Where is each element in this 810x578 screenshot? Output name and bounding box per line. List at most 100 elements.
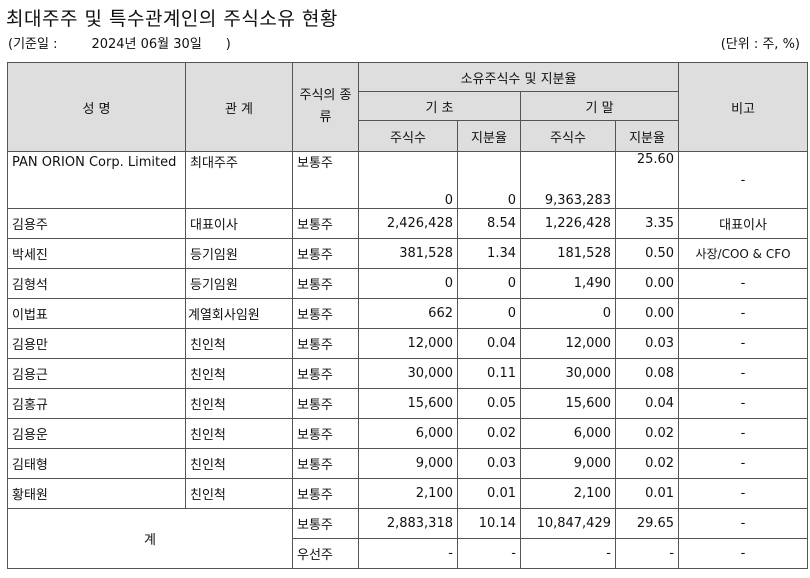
total-begin-shares: - bbox=[358, 538, 458, 569]
row-end-ratio: 0.04 bbox=[614, 388, 680, 419]
row-kind: 보통주 bbox=[292, 298, 359, 329]
row-begin-ratio: 8.54 bbox=[457, 208, 521, 239]
row-begin-ratio: 0 bbox=[457, 151, 521, 209]
row-end-ratio: 0.01 bbox=[614, 478, 680, 509]
total-end-ratio: 29.65 bbox=[614, 508, 680, 539]
header-end-ratio: 지분율 bbox=[614, 120, 680, 152]
header-holding: 소유주식수 및 지분율 bbox=[357, 62, 680, 92]
row-name: 박세진 bbox=[7, 238, 186, 269]
page-title: 최대주주 및 특수관계인의 주식소유 현황 bbox=[6, 8, 338, 30]
row-begin-ratio: 1.34 bbox=[457, 238, 521, 269]
row-begin-ratio: 0.04 bbox=[457, 328, 521, 359]
row-begin-ratio: 0.02 bbox=[457, 418, 521, 449]
total-note: - bbox=[678, 538, 809, 569]
row-end-shares: 9,000 bbox=[520, 448, 616, 479]
row-end-shares: 2,100 bbox=[520, 478, 616, 509]
basis-close: ) bbox=[225, 37, 231, 52]
table-row: 김용주 대표이사 보통주 2,426,428 8.54 1,226,428 3.… bbox=[7, 208, 809, 239]
table-row: 김용근 친인척 보통주 30,000 0.11 30,000 0.08 - bbox=[7, 358, 809, 389]
row-name: 김홍규 bbox=[7, 388, 186, 419]
row-relation: 친인척 bbox=[185, 328, 293, 359]
unit-label: (단위 : 주, %) bbox=[720, 37, 800, 52]
total-end-shares: - bbox=[520, 538, 616, 569]
row-end-shares: 1,490 bbox=[520, 268, 616, 299]
header-name: 성 명 bbox=[7, 62, 186, 152]
row-name: 이법표 bbox=[7, 298, 186, 329]
total-begin-shares: 2,883,318 bbox=[358, 508, 458, 539]
total-begin-ratio: - bbox=[457, 538, 521, 569]
row-note: 사장/COO & CFO bbox=[678, 238, 809, 269]
row-end-ratio: 0.00 bbox=[614, 298, 680, 329]
row-kind: 보통주 bbox=[292, 268, 359, 299]
row-begin-shares: 381,528 bbox=[358, 238, 458, 269]
header-kind: 주식의 종류 bbox=[292, 62, 359, 152]
row-end-ratio: 3.35 bbox=[614, 208, 680, 239]
total-begin-ratio: 10.14 bbox=[457, 508, 521, 539]
row-note: - bbox=[678, 388, 809, 419]
row-begin-shares: 12,000 bbox=[358, 328, 458, 359]
row-relation: 친인척 bbox=[185, 388, 293, 419]
total-row: 우선주 - - - - - bbox=[8, 538, 809, 569]
row-kind: 보통주 bbox=[292, 478, 359, 509]
row-end-shares: 12,000 bbox=[520, 328, 616, 359]
table-row: PAN ORION Corp. Limited 최대주주 보통주 0 0 9,3… bbox=[7, 151, 809, 209]
total-note: - bbox=[678, 508, 809, 539]
header-note: 비고 bbox=[678, 62, 809, 152]
basis-date: (기준일 : 2024년 06월 30일) bbox=[8, 33, 231, 52]
row-note: - bbox=[678, 418, 809, 449]
row-kind: 보통주 bbox=[292, 328, 359, 359]
row-kind: 보통주 bbox=[292, 358, 359, 389]
row-begin-ratio: 0.05 bbox=[457, 388, 521, 419]
row-begin-ratio: 0 bbox=[457, 268, 521, 299]
row-end-shares: 30,000 bbox=[520, 358, 616, 389]
row-end-shares: 181,528 bbox=[520, 238, 616, 269]
row-relation: 계열회사임원 bbox=[185, 298, 293, 329]
row-name: 김용만 bbox=[7, 328, 186, 359]
row-kind: 보통주 bbox=[292, 238, 359, 269]
table-header: 성 명 관 계 주식의 종류 소유주식수 및 지분율 비고 기 초 기 말 주식… bbox=[7, 62, 809, 152]
row-end-ratio: 0.02 bbox=[614, 418, 680, 449]
table-row: 김용운 친인척 보통주 6,000 0.02 6,000 0.02 - bbox=[7, 418, 809, 449]
row-note: - bbox=[678, 298, 809, 329]
row-kind: 보통주 bbox=[292, 151, 359, 209]
header-begin-shares: 주식수 bbox=[358, 120, 458, 152]
row-relation: 친인척 bbox=[185, 448, 293, 479]
row-end-shares: 0 bbox=[520, 298, 616, 329]
header-begin-ratio: 지분율 bbox=[457, 120, 521, 152]
row-relation: 최대주주 bbox=[185, 151, 293, 209]
table-row: 박세진 등기임원 보통주 381,528 1.34 181,528 0.50 사… bbox=[7, 238, 809, 269]
total-end-ratio: - bbox=[614, 538, 680, 569]
total-kind: 우선주 bbox=[292, 538, 359, 569]
row-name: 김태형 bbox=[7, 448, 186, 479]
row-name: 김용주 bbox=[7, 208, 186, 239]
row-begin-ratio: 0.01 bbox=[457, 478, 521, 509]
row-begin-shares: 662 bbox=[358, 298, 458, 329]
row-relation: 친인척 bbox=[185, 478, 293, 509]
row-relation: 대표이사 bbox=[185, 208, 293, 239]
row-end-ratio: 0.50 bbox=[614, 238, 680, 269]
header-end: 기 말 bbox=[519, 91, 680, 121]
row-kind: 보통주 bbox=[292, 388, 359, 419]
row-end-ratio: 25.60 bbox=[614, 151, 680, 209]
row-name: 황태원 bbox=[7, 478, 186, 509]
header-begin: 기 초 bbox=[358, 91, 521, 121]
total-end-shares: 10,847,429 bbox=[520, 508, 616, 539]
row-begin-shares: 6,000 bbox=[358, 418, 458, 449]
table-body: PAN ORION Corp. Limited 최대주주 보통주 0 0 9,3… bbox=[7, 151, 809, 569]
row-note: 대표이사 bbox=[678, 208, 809, 239]
row-end-ratio: 0.00 bbox=[614, 268, 680, 299]
row-end-shares: 15,600 bbox=[520, 388, 616, 419]
table-row: 김태형 친인척 보통주 9,000 0.03 9,000 0.02 - bbox=[7, 448, 809, 479]
basis-label: (기준일 : bbox=[8, 37, 58, 52]
row-kind: 보통주 bbox=[292, 448, 359, 479]
row-name: 김용근 bbox=[7, 358, 186, 389]
total-label: 계 bbox=[7, 508, 293, 569]
row-begin-shares: 9,000 bbox=[358, 448, 458, 479]
row-end-ratio: 0.08 bbox=[614, 358, 680, 389]
row-note: - bbox=[678, 328, 809, 359]
row-name: PAN ORION Corp. Limited bbox=[7, 151, 186, 209]
row-begin-shares: 2,100 bbox=[358, 478, 458, 509]
row-relation: 등기임원 bbox=[185, 268, 293, 299]
row-relation: 등기임원 bbox=[185, 238, 293, 269]
row-begin-ratio: 0 bbox=[457, 298, 521, 329]
